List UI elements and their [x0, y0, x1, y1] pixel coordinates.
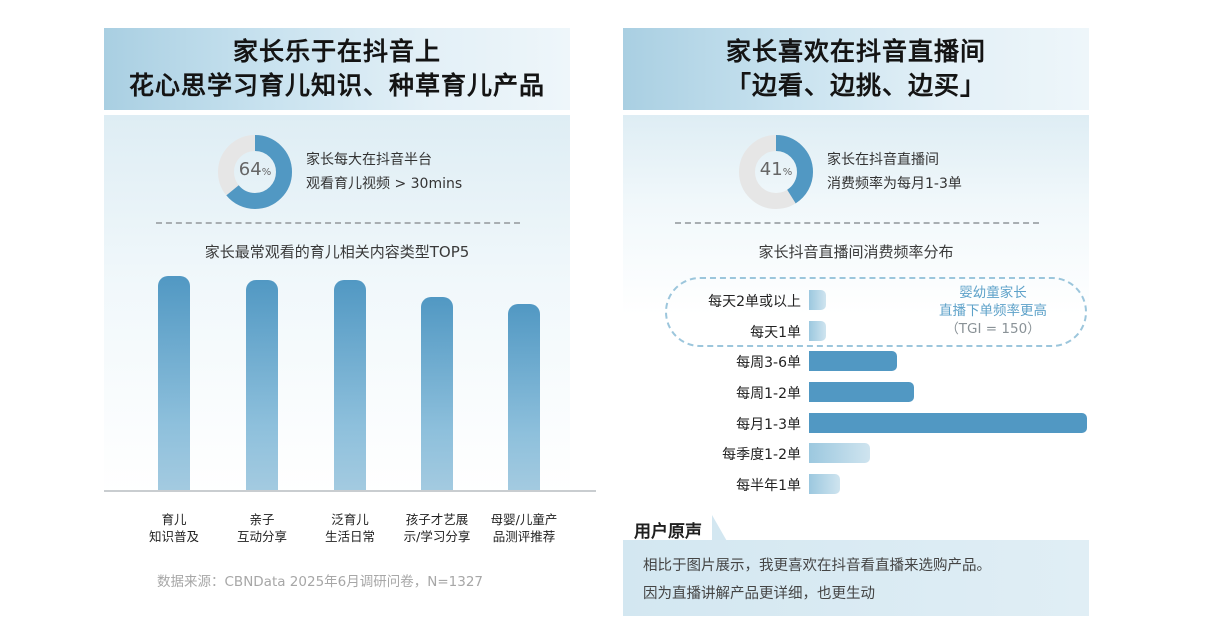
left-divider	[156, 222, 520, 224]
right-donut-label: 41%	[739, 159, 813, 180]
frequency-bar-2	[809, 321, 826, 341]
category-label-2: 亲子 互动分享	[214, 511, 310, 545]
frequency-label-6: 每季度1-2单	[722, 447, 801, 463]
left-donut-chart	[218, 135, 292, 209]
bar-2	[246, 280, 278, 490]
user-voice-title: 用户原声	[634, 521, 702, 542]
left-panel: 家长乐于在抖音上 花心思学习育儿知识、种草育儿产品 64% 家长每大在抖音半台 …	[104, 28, 596, 621]
note-line2: 直播下单频率更高	[939, 303, 1047, 319]
frequency-label-7: 每半年1单	[736, 478, 801, 494]
category-label-line: 生活日常	[324, 529, 375, 544]
user-voice-line2: 因为直播讲解产品更详细，也更生动	[643, 586, 875, 602]
category-label-line: 亲子	[249, 512, 275, 527]
user-voice-box: 相比于图片展示，我更喜欢在抖音看直播来选购产品。 因为直播讲解产品更详细，也更生…	[623, 540, 1089, 616]
right-donut-unit: %	[782, 167, 793, 178]
frequency-bar-7	[809, 474, 840, 494]
right-divider	[675, 222, 1039, 224]
note-tgi: （TGI = 150）	[945, 321, 1041, 337]
left-stat-line2: 观看育儿视频 > 30mins	[306, 176, 463, 192]
highlight-ellipse	[665, 277, 1087, 347]
category-label-3: 泛育儿 生活日常	[302, 511, 398, 545]
category-label-line: 知识普及	[148, 529, 199, 544]
category-label-line: 互动分享	[236, 529, 287, 544]
bar-1	[158, 276, 190, 490]
frequency-bar-5	[809, 413, 1087, 433]
category-label-line: 示/学习分享	[403, 529, 471, 544]
user-voice-line1: 相比于图片展示，我更喜欢在抖音看直播来选购产品。	[643, 558, 991, 574]
category-label-line: 母婴/儿童产	[490, 512, 558, 527]
left-title-line2: 花心思学习育儿知识、种草育儿产品	[128, 71, 545, 100]
left-stat-line1: 家长每大在抖音半台	[306, 152, 432, 168]
data-source: 数据来源：CBNData 2025年6月调研问卷，N=1327	[157, 574, 484, 590]
right-stat-text: 家长在抖音直播间 消费频率为每月1-3单	[827, 148, 962, 196]
bar-3	[334, 280, 366, 490]
bar-4	[421, 297, 453, 490]
category-label-line: 育儿	[161, 512, 187, 527]
user-voice-tab-corner	[712, 515, 728, 543]
frequency-bar-1	[809, 290, 826, 310]
category-label-4: 孩子才艺展示/学习分享	[389, 511, 485, 545]
right-title-line2: 「边看、边挑、边买」	[725, 71, 986, 100]
frequency-bar-4	[809, 382, 915, 402]
frequency-bar-6	[809, 443, 871, 463]
left-title-line1: 家长乐于在抖音上	[232, 37, 441, 66]
right-donut-chart	[739, 135, 813, 209]
left-donut-value: 64	[238, 159, 262, 180]
donut-arc	[218, 135, 292, 209]
left-chart-subtitle: 家长最常观看的育儿相关内容类型TOP5	[204, 243, 470, 261]
frequency-label-3: 每周3-6单	[736, 355, 801, 371]
donut-arc	[739, 135, 813, 209]
frequency-label-4: 每周1-2单	[736, 386, 801, 402]
tgi-note: 婴幼童家长 直播下单频率更高 （TGI = 150）	[913, 284, 1073, 338]
left-stat-text: 家长每大在抖音半台 观看育儿视频 > 30mins	[306, 148, 462, 196]
left-donut-unit: %	[261, 167, 272, 178]
left-chart-baseline	[104, 490, 596, 492]
bar-5	[508, 303, 540, 490]
right-stat-line1: 家长在抖音直播间	[827, 152, 939, 168]
frequency-label-1: 每天2单或以上	[708, 294, 801, 310]
category-label-line: 品测评推荐	[492, 529, 556, 544]
frequency-label-2: 每天1单	[750, 325, 801, 341]
left-donut-label: 64%	[218, 159, 292, 180]
category-label-line: 孩子才艺展	[405, 512, 469, 527]
category-label-1: 育儿 知识普及	[126, 511, 222, 545]
right-chart-subtitle: 家长抖音直播间消费频率分布	[758, 243, 954, 261]
category-label-5: 母婴/儿童产 品测评推荐	[476, 511, 572, 545]
right-title-line1: 家长喜欢在抖音直播间	[725, 37, 986, 66]
category-label-line: 泛育儿	[331, 512, 369, 527]
right-stat-line2: 消费频率为每月1-3单	[827, 176, 962, 192]
right-panel: 家长喜欢在抖音直播间 「边看、边挑、边买」 41% 家长在抖音直播间 消费频率为…	[623, 28, 1089, 621]
right-donut-value: 41	[759, 159, 783, 180]
frequency-label-5: 每月1-3单	[736, 417, 801, 433]
note-line1: 婴幼童家长	[959, 285, 1027, 301]
left-title-bar: 家长乐于在抖音上 花心思学习育儿知识、种草育儿产品	[104, 28, 570, 110]
right-title-bar: 家长喜欢在抖音直播间 「边看、边挑、边买」	[623, 28, 1089, 110]
frequency-bar-3	[809, 351, 898, 371]
